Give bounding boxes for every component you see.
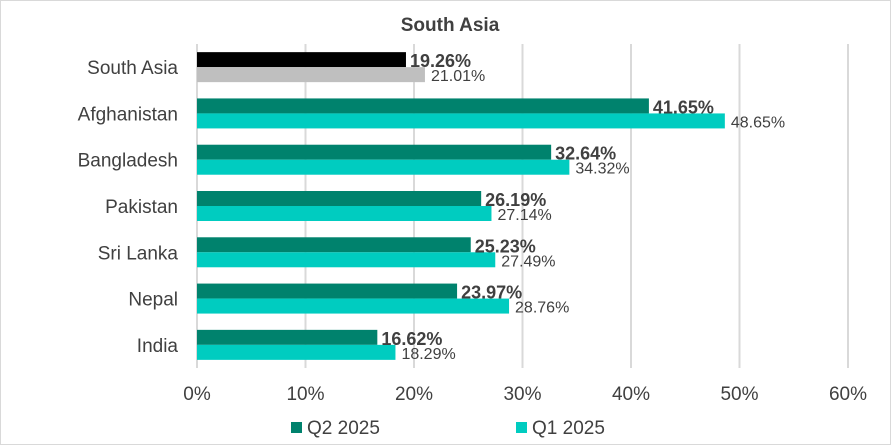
bar-q2-2025	[197, 329, 378, 345]
category-label: Pakistan	[105, 197, 178, 218]
data-label: 16.62%	[381, 329, 442, 349]
data-label: 18.29%	[401, 346, 455, 363]
data-label: 23.97%	[461, 283, 522, 303]
bar-q1-2025	[197, 344, 396, 360]
x-tick-label: 20%	[395, 384, 433, 405]
category-label: Bangladesh	[78, 151, 178, 172]
x-tick-label: 60%	[829, 384, 867, 405]
legend-swatch	[291, 422, 302, 433]
category-label: Sri Lanka	[98, 243, 179, 264]
x-tick-label: 0%	[183, 384, 211, 405]
data-label: 27.49%	[501, 253, 555, 270]
category-label: India	[137, 336, 179, 357]
data-label: 41.65%	[653, 97, 714, 117]
legend-swatch	[516, 422, 527, 433]
data-label: 27.14%	[497, 207, 551, 224]
data-label: 26.19%	[485, 190, 546, 210]
bar-q1-2025	[197, 298, 510, 314]
data-label: 19.26%	[410, 51, 471, 71]
data-label: 32.64%	[555, 144, 616, 164]
bar-q2-2025	[197, 144, 552, 160]
data-label: 25.23%	[475, 236, 536, 256]
bar-q1-2025	[197, 159, 570, 175]
bar-q2-2025	[197, 283, 458, 299]
x-tick-label: 40%	[612, 384, 650, 405]
bar-q1-2025	[197, 252, 496, 268]
data-label: 48.65%	[731, 114, 785, 131]
bar-q2-2025	[197, 98, 649, 114]
x-tick-label: 50%	[720, 384, 758, 405]
legend-label: Q2 2025	[307, 418, 380, 439]
data-label: 21.01%	[431, 68, 485, 85]
bar-q2-2025	[197, 237, 471, 253]
bar-q1-2025	[197, 67, 425, 83]
chart-title: South Asia	[401, 15, 500, 36]
data-label: 28.76%	[515, 300, 569, 317]
bar-q2-2025	[197, 191, 482, 206]
bar-q1-2025	[197, 113, 725, 129]
category-label: South Asia	[87, 58, 178, 79]
bar-q1-2025	[197, 206, 492, 221]
data-label: 34.32%	[575, 161, 629, 178]
legend-label: Q1 2025	[532, 418, 605, 439]
x-tick-label: 30%	[503, 384, 541, 405]
x-tick-label: 10%	[286, 384, 324, 405]
category-label: Nepal	[128, 290, 178, 311]
bar-q2-2025	[197, 52, 406, 68]
category-label: Afghanistan	[78, 104, 178, 125]
